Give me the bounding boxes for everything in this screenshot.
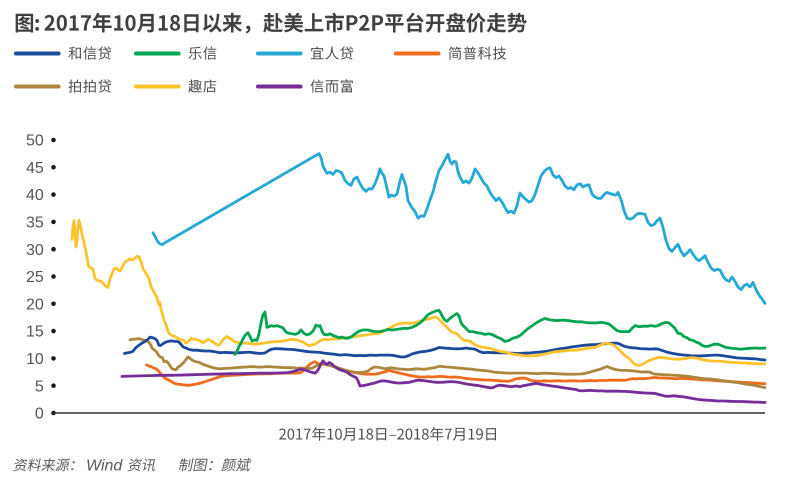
svg-text:5: 5 [35,378,44,395]
svg-text:15: 15 [26,324,44,341]
svg-text:40: 40 [26,187,44,204]
svg-text:10: 10 [26,351,44,368]
svg-text:35: 35 [26,215,44,232]
svg-text:45: 45 [26,160,44,177]
svg-text:30: 30 [26,242,44,259]
svg-text:20: 20 [26,296,44,313]
svg-text:0: 0 [35,406,44,423]
svg-text:50: 50 [26,133,44,150]
svg-text:25: 25 [26,269,44,286]
svg-text:Wind: Wind [86,457,123,474]
